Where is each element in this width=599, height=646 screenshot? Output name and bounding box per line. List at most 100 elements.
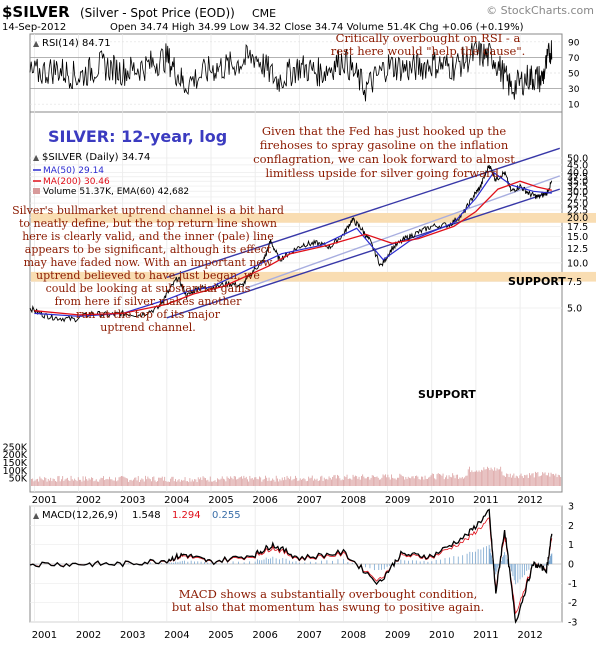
volume-bar (41, 479, 43, 486)
volume-bar (92, 477, 94, 486)
volume-bar (466, 475, 468, 486)
volume-bar (116, 481, 118, 486)
volume-bar (509, 473, 511, 486)
price-tick-label: 20.0 (567, 213, 588, 224)
legend-arrow: ▲ (33, 153, 40, 162)
volume-bar (368, 476, 370, 486)
volume-bar (215, 481, 217, 486)
volume-bar (275, 475, 277, 486)
volume-bar (493, 470, 494, 486)
volume-bar (64, 479, 66, 486)
volume-bar (404, 479, 406, 486)
volume-bar (393, 478, 395, 486)
channel-note-line: uptrend channel. (100, 321, 195, 334)
volume-bar (277, 478, 278, 486)
volume-bar (214, 480, 216, 486)
volume-bar (443, 479, 445, 486)
volume-bar (230, 476, 232, 486)
volume-bar (188, 482, 190, 486)
price-tick-label: 27.5 (567, 192, 588, 203)
volume-bar (163, 480, 164, 486)
volume-bar (255, 477, 257, 486)
volume-bar (447, 478, 449, 486)
volume-bar (49, 480, 50, 486)
volume-bar (303, 478, 305, 486)
volume-bar (370, 477, 372, 486)
volume-bar (148, 478, 150, 486)
volume-bar (218, 479, 220, 486)
volume-bar (549, 476, 551, 486)
volume-bar (153, 476, 155, 486)
volume-bar (85, 476, 86, 486)
volume-bar (101, 478, 103, 486)
volume-bar (394, 478, 396, 486)
volume-bar (127, 478, 128, 486)
volume-bar (320, 476, 322, 486)
volume-bar (169, 481, 170, 486)
volume-bar (103, 476, 104, 486)
volume-tick-label: 50K (9, 474, 28, 485)
channel-line-upper (166, 147, 561, 279)
volume-bar (51, 481, 53, 486)
volume-bar (435, 479, 437, 486)
macd-note-1: MACD shows a substantially overbought co… (179, 587, 478, 601)
year-tick-label: 2006 (252, 495, 277, 506)
volume-bar (94, 480, 96, 486)
year-tick-label: 2009 (385, 495, 410, 506)
channel-note-line: may have faded now. With an important ne… (24, 256, 273, 269)
volume-bar (225, 481, 227, 486)
volume-bar (157, 481, 158, 486)
volume-bar (273, 479, 275, 486)
volume-bar (254, 477, 256, 486)
volume-bar (159, 477, 161, 486)
volume-bar (77, 477, 79, 486)
volume-bar (200, 477, 202, 486)
volume-bar (415, 476, 416, 486)
volume-tick-label: 150K (3, 458, 28, 469)
price-tick-label: 10.0 (567, 258, 588, 269)
volume-bar (398, 477, 400, 486)
fed-note-line: limitless upside for silver going forwar… (266, 166, 503, 180)
volume-bar (481, 469, 482, 486)
volume-bar (536, 472, 538, 486)
volume-bar (213, 480, 215, 486)
volume-bar (63, 480, 65, 486)
volume-bar (357, 478, 359, 486)
legend-main: $SILVER (Daily) 34.74 (42, 152, 150, 163)
volume-bar (376, 476, 378, 486)
date: 14-Sep-2012 (2, 22, 66, 33)
volume-bar (543, 473, 545, 486)
volume-bar (61, 479, 62, 486)
volume-bar (559, 475, 560, 486)
volume-bar (329, 477, 331, 486)
volume-bar (441, 475, 443, 486)
volume-bar (554, 475, 556, 486)
volume-bar (485, 469, 487, 486)
volume-bar (304, 479, 306, 486)
volume-bar (529, 473, 530, 486)
volume-bar (327, 479, 329, 486)
volume-bar (506, 473, 508, 486)
volume-bar (315, 479, 317, 486)
volume-bar (45, 477, 47, 486)
volume-bar (397, 477, 398, 486)
volume-bar (187, 481, 188, 486)
volume-bar (80, 479, 82, 486)
volume-bar (129, 480, 131, 486)
volume-bar (491, 469, 493, 486)
volume-bar (395, 479, 397, 486)
volume-bar (333, 475, 335, 486)
volume-bar (331, 479, 332, 486)
year-tick-label: 2011 (473, 630, 498, 641)
rsi-note-2: rest here would "help the cause". (331, 44, 526, 58)
macd-value-1: 1.548 (132, 510, 161, 521)
volume-bar (412, 476, 414, 486)
volume-bar (352, 474, 354, 486)
volume-bar (292, 479, 294, 486)
volume-bar (79, 479, 80, 486)
volume-bar (308, 476, 310, 486)
volume-bar (518, 478, 520, 486)
volume-bar (496, 468, 498, 486)
volume-bar (388, 477, 390, 486)
volume-bar (229, 478, 230, 486)
